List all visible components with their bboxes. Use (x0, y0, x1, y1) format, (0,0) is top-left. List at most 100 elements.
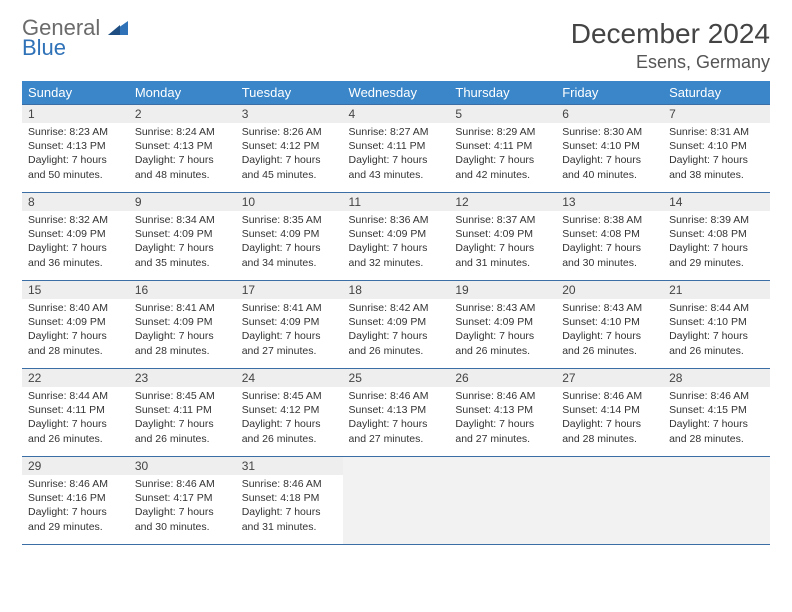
day-number: 27 (556, 369, 663, 387)
sunset-line: Sunset: 4:14 PM (562, 404, 640, 416)
sunset-line: Sunset: 4:11 PM (349, 140, 426, 152)
sunrise-line: Sunrise: 8:46 AM (455, 390, 535, 402)
day-number: 13 (556, 193, 663, 211)
day-number: 23 (129, 369, 236, 387)
header: General Blue December 2024 Esens, German… (22, 18, 770, 73)
sunset-line: Sunset: 4:12 PM (242, 404, 320, 416)
logo-text: General Blue (22, 18, 128, 58)
calendar-cell: 25Sunrise: 8:46 AMSunset: 4:13 PMDayligh… (343, 369, 450, 457)
day-body: Sunrise: 8:46 AMSunset: 4:13 PMDaylight:… (449, 387, 556, 450)
logo: General Blue (22, 18, 128, 58)
daylight-line: Daylight: 7 hours and 40 minutes. (562, 154, 641, 180)
sunset-line: Sunset: 4:10 PM (669, 140, 747, 152)
day-body: Sunrise: 8:35 AM Sunset: 4:09 PM Daylight:… (236, 211, 343, 274)
day-body: Sunrise: 8:39 AMSunset: 4:08 PMDaylight:… (663, 211, 770, 274)
daylight-line: Daylight: 7 hours and 32 minutes. (349, 242, 428, 268)
day-body: Sunrise: 8:41 AMSunset: 4:09 PMDaylight:… (129, 299, 236, 362)
day-number: 17 (236, 281, 343, 299)
sunset-line: Sunset: 4:09 PM (349, 228, 427, 240)
day-number: 11 (343, 193, 450, 211)
calendar-cell: 5Sunrise: 8:29 AMSunset: 4:11 PMDaylight… (449, 105, 556, 193)
calendar-cell: 12Sunrise: 8:37 AMSunset: 4:09 PMDayligh… (449, 193, 556, 281)
sunrise-line: Sunrise: 8:44 AM (28, 390, 108, 402)
sunrise-line: Sunrise: 8:42 AM (349, 302, 429, 314)
sunset-line: Sunset: 4:09 PM (242, 316, 320, 328)
day-body: Sunrise: 8:41 AMSunset: 4:09 PMDaylight:… (236, 299, 343, 362)
sunrise-line: Sunrise: 8:46 AM (562, 390, 642, 402)
day-number: 8 (22, 193, 129, 211)
sunrise-line: Sunrise: 8:43 AM (455, 302, 535, 314)
sunset-line: Sunset: 4:09 PM (28, 316, 106, 328)
calendar-cell: 15Sunrise: 8:40 AMSunset: 4:09 PMDayligh… (22, 281, 129, 369)
calendar-cell: 2Sunrise: 8:24 AMSunset: 4:13 PMDaylight… (129, 105, 236, 193)
sunrise-line: Sunrise: 8:43 AM (562, 302, 642, 314)
sunset-line: Sunset: 4:10 PM (669, 316, 747, 328)
day-number: 6 (556, 105, 663, 123)
day-body: Sunrise: 8:37 AMSunset: 4:09 PMDaylight:… (449, 211, 556, 274)
day-number: 10 (236, 193, 343, 211)
sunrise-line: Sunrise: 8:44 AM (669, 302, 749, 314)
daylight-line: Daylight: 7 hours and 29 minutes. (28, 506, 107, 532)
day-body: Sunrise: 8:36 AMSunset: 4:09 PMDaylight:… (343, 211, 450, 274)
calendar-cell: 31Sunrise: 8:46 AMSunset: 4:18 PMDayligh… (236, 457, 343, 545)
sunset-line: Sunset: 4:10 PM (562, 316, 640, 328)
daylight-line: Daylight: 7 hours and 28 minutes. (562, 418, 641, 444)
daylight-line: Daylight: 7 hours and 28 minutes. (669, 418, 748, 444)
sunset-line: Sunset: 4:08 PM (562, 228, 640, 240)
sunset-line: Sunset: 4:08 PM (669, 228, 747, 240)
sunrise-line: Sunrise: 8:46 AM (28, 478, 108, 490)
day-body: Sunrise: 8:38 AMSunset: 4:08 PMDaylight:… (556, 211, 663, 274)
sunset-line: Sunset: 4:13 PM (28, 140, 106, 152)
sunset-line: Sunset: 4:09 PM (135, 316, 213, 328)
sunset-line: Sunset: 4:09 PM (242, 228, 320, 240)
sunrise-line: Sunrise: 8:24 AM (135, 126, 215, 138)
calendar-cell: 4Sunrise: 8:27 AMSunset: 4:11 PMDaylight… (343, 105, 450, 193)
calendar-row: 15Sunrise: 8:40 AMSunset: 4:09 PMDayligh… (22, 281, 770, 369)
day-number: 19 (449, 281, 556, 299)
day-body: Sunrise: 8:46 AM Sunset: 4:14 PM Daylight:… (556, 387, 663, 450)
day-body: Sunrise: 8:40 AMSunset: 4:09 PMDaylight:… (22, 299, 129, 362)
day-number: 28 (663, 369, 770, 387)
calendar-cell: 16Sunrise: 8:41 AMSunset: 4:09 PMDayligh… (129, 281, 236, 369)
weekday-header: Saturday (663, 81, 770, 105)
day-number: 4 (343, 105, 450, 123)
sunrise-line: Sunrise: 8:34 AM (135, 214, 215, 226)
sunset-line: Sunset: 4:09 PM (28, 228, 106, 240)
sunset-line: Sunset: 4:18 PM (242, 492, 320, 504)
calendar-head: SundayMondayTuesdayWednesdayThursdayFrid… (22, 81, 770, 105)
daylight-line: Daylight: 7 hours and 34 minutes. (242, 242, 321, 268)
day-number: 26 (449, 369, 556, 387)
sunrise-line: Sunrise: 8:27 AM (349, 126, 429, 138)
daylight-line: Daylight: 7 hours and 30 minutes. (135, 506, 214, 532)
day-body: Sunrise: 8:46 AMSunset: 4:13 PMDaylight:… (343, 387, 450, 450)
daylight-line: Daylight: 7 hours and 27 minutes. (349, 418, 428, 444)
daylight-line: Daylight: 7 hours and 29 minutes. (669, 242, 748, 268)
calendar-cell: 3Sunrise: 8:26 AMSunset: 4:12 PMDaylight… (236, 105, 343, 193)
sunrise-line: Sunrise: 8:32 AM (28, 214, 108, 226)
sunrise-line: Sunrise: 8:40 AM (28, 302, 108, 314)
calendar-cell: 23Sunrise: 8:45 AMSunset: 4:11 PMDayligh… (129, 369, 236, 457)
sunset-line: Sunset: 4:13 PM (349, 404, 427, 416)
calendar-cell: 26Sunrise: 8:46 AMSunset: 4:13 PMDayligh… (449, 369, 556, 457)
day-body: Sunrise: 8:29 AMSunset: 4:11 PMDaylight:… (449, 123, 556, 186)
sunset-line: Sunset: 4:09 PM (455, 228, 533, 240)
calendar-row: 22Sunrise: 8:44 AMSunset: 4:11 PMDayligh… (22, 369, 770, 457)
calendar-cell: 1Sunrise: 8:23 AMSunset: 4:13 PMDaylight… (22, 105, 129, 193)
daylight-line: Daylight: 7 hours and 30 minutes. (562, 242, 641, 268)
calendar-cell: 13Sunrise: 8:38 AMSunset: 4:08 PMDayligh… (556, 193, 663, 281)
daylight-line: Daylight: 7 hours and 26 minutes. (562, 330, 641, 356)
day-body: Sunrise: 8:46 AMSunset: 4:15 PMDaylight:… (663, 387, 770, 450)
sunrise-line: Sunrise: 8:35 AM (242, 214, 322, 226)
calendar-cell: 19Sunrise: 8:43 AMSunset: 4:09 PMDayligh… (449, 281, 556, 369)
day-number: 18 (343, 281, 450, 299)
day-body: Sunrise: 8:31 AMSunset: 4:10 PMDaylight:… (663, 123, 770, 186)
daylight-line: Daylight: 7 hours and 36 minutes. (28, 242, 107, 268)
calendar-cell-empty (556, 457, 663, 545)
day-body: Sunrise: 8:27 AMSunset: 4:11 PMDaylight:… (343, 123, 450, 186)
sunrise-line: Sunrise: 8:37 AM (455, 214, 535, 226)
weekday-header: Sunday (22, 81, 129, 105)
calendar-cell: 27 Sunrise: 8:46 AM Sunset: 4:14 PM Dayligh… (556, 369, 663, 457)
location: Esens, Germany (571, 52, 770, 73)
sunset-line: Sunset: 4:15 PM (669, 404, 747, 416)
calendar-row: 1Sunrise: 8:23 AMSunset: 4:13 PMDaylight… (22, 105, 770, 193)
